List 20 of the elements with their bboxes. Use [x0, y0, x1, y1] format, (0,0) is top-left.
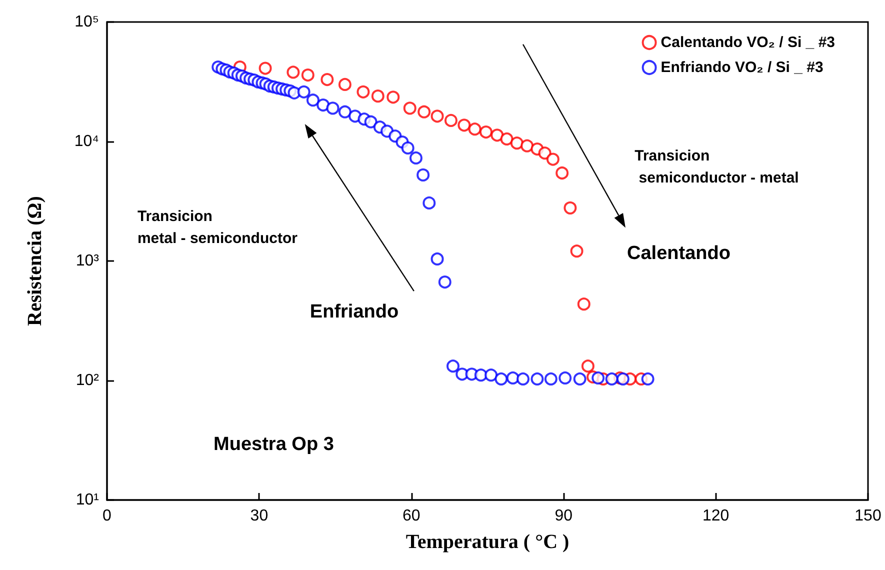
x-tick-label: 0	[102, 508, 112, 524]
legend-label: Enfriando VO₂ / Si _ #3	[660, 59, 824, 76]
annotation: Enfriando	[310, 302, 399, 323]
y-tick-label: 10²	[76, 372, 100, 389]
x-axis-title: Temperatura ( °C )	[406, 531, 570, 553]
legend-label: Calentando VO₂ / Si _ #3	[660, 34, 836, 51]
annotation: Muestra Op 3	[214, 434, 334, 456]
x-tick-label: 120	[702, 508, 730, 524]
y-tick-label: 10³	[76, 252, 100, 270]
annotation: Transicion metal - semiconductor	[137, 208, 298, 248]
y-tick-label: 10⁴	[74, 133, 100, 150]
x-tick-label: 60	[402, 508, 420, 524]
annotation: Transicion semiconductor - metal	[634, 148, 799, 187]
annotation: Calentando	[627, 243, 730, 264]
x-tick-label: 30	[250, 508, 268, 524]
x-tick-label: 150	[854, 508, 882, 524]
y-tick-label: 10¹	[76, 492, 99, 508]
y-tick-label: 10⁵	[74, 14, 99, 30]
y-axis-title: Resistencia (Ω)	[24, 196, 46, 326]
x-tick-label: 90	[554, 508, 573, 524]
